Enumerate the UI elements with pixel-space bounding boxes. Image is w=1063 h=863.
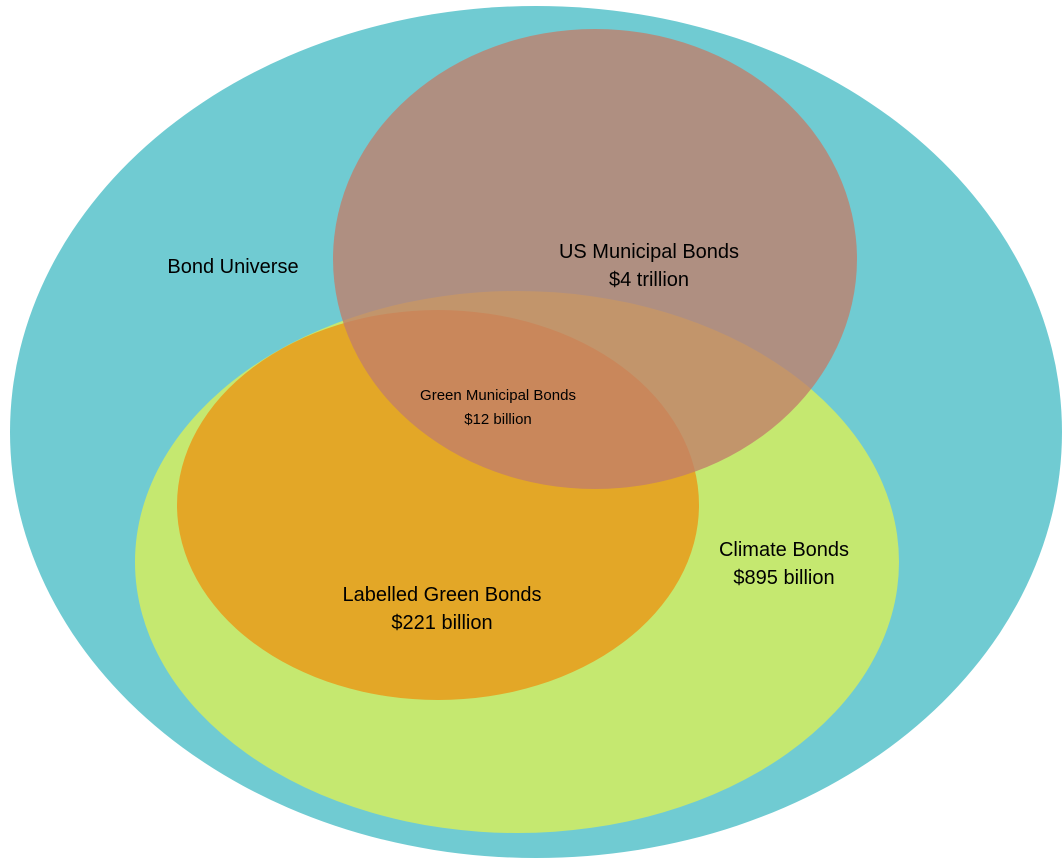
us-municipal-bonds-label: US Municipal Bonds [559, 241, 739, 263]
green-municipal-bonds-label: Green Municipal Bonds [420, 387, 576, 404]
green-municipal-bonds-value: $12 billion [464, 411, 532, 428]
climate-bonds-label: Climate Bonds [719, 539, 849, 561]
us-municipal-bonds-ellipse [333, 29, 857, 489]
labelled-green-bonds-label: Labelled Green Bonds [342, 584, 541, 606]
bond-universe-label: Bond Universe [167, 256, 298, 278]
climate-bonds-value: $895 billion [733, 567, 834, 589]
labelled-green-bonds-value: $221 billion [391, 612, 492, 634]
us-municipal-bonds-value: $4 trillion [609, 269, 689, 291]
